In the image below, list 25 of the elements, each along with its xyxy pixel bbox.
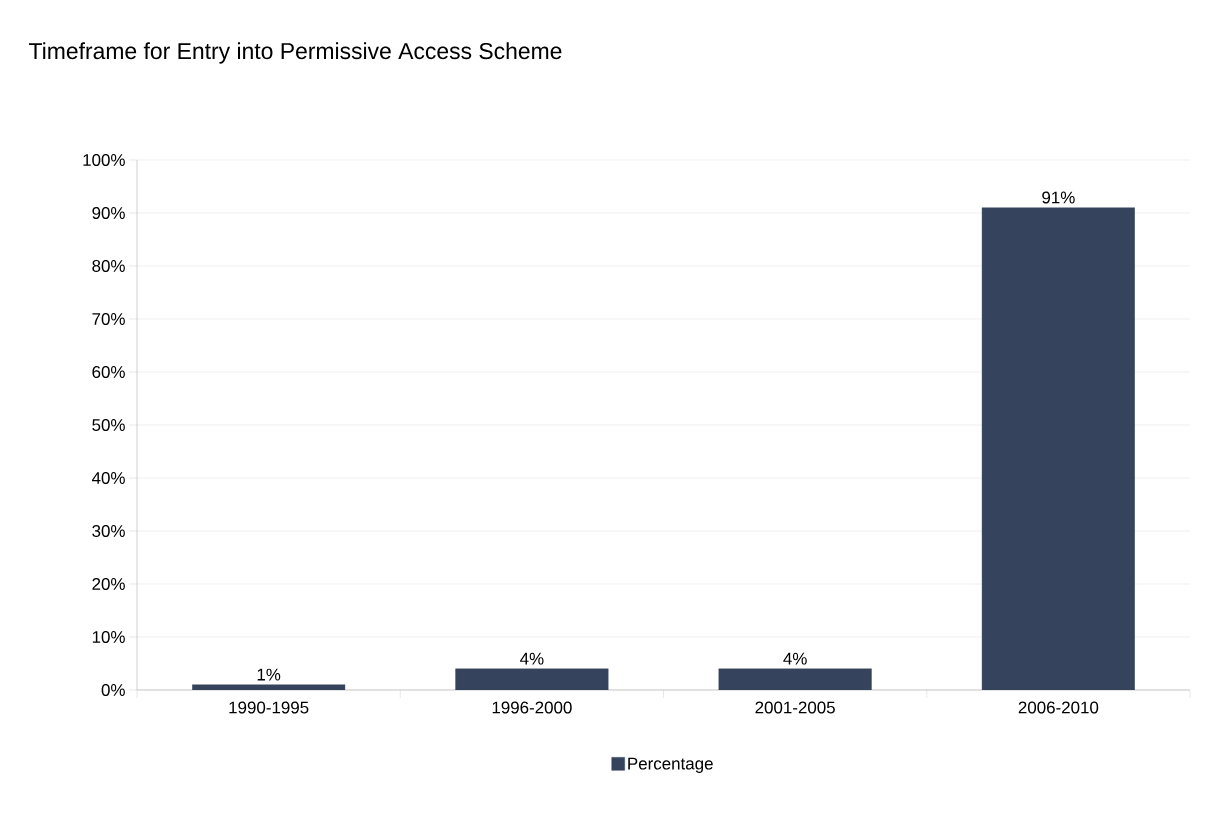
text: 91% [1042, 191, 1075, 204]
y-tick-label: 0% [101, 683, 125, 696]
y-tick-label: 80% [92, 259, 125, 272]
text: 4% [520, 652, 544, 665]
bar [718, 668, 872, 690]
y-tick-label: 70% [92, 312, 125, 325]
x-tick-label: 1990-1995 [229, 701, 309, 714]
y-tick-label: 90% [92, 206, 125, 219]
x-tick-label: 1996-2000 [492, 701, 572, 714]
text: 1% [257, 668, 281, 681]
bar [981, 207, 1135, 690]
bar [192, 684, 346, 690]
y-tick-label: 20% [92, 577, 125, 590]
y-tick-label: 50% [92, 418, 125, 431]
chart-title: Timeframe for Entry into Permissive Access Scheme [29, 42, 562, 64]
x-tick-label: 2006-2010 [1018, 701, 1099, 714]
y-tick-label: 10% [92, 630, 125, 643]
text: 4% [783, 652, 807, 665]
x-tick-label: 2001-2005 [755, 701, 835, 714]
bar [455, 668, 609, 690]
y-tick-label: 30% [92, 524, 125, 537]
y-tick-label: 100% [83, 153, 125, 166]
legend-label: Percentage [628, 757, 713, 773]
y-tick-label: 60% [92, 365, 125, 378]
y-tick-label: 40% [91, 471, 125, 484]
